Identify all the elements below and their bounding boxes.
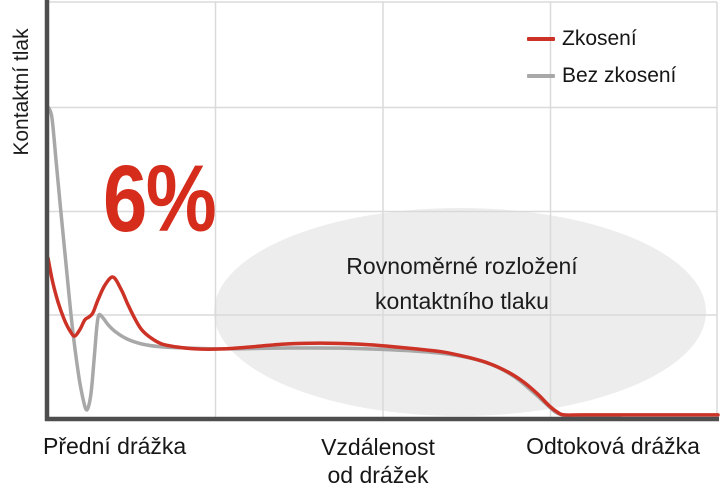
x-tick-front-groove: Přední drážka [43,433,187,459]
x-axis-label-line1: Vzdálenost [321,434,435,460]
legend-label: Bez zkosení [562,63,677,87]
legend: Zkosení Bez zkosení [527,27,676,87]
x-tick-outflow-groove: Odtoková drážka [526,433,700,459]
legend-label: Zkosení [562,26,637,50]
line-zkoseni [46,256,720,417]
legend-item-zkoseni: Zkosení [527,27,676,50]
highlight-ellipse [214,208,706,416]
axes [44,0,719,422]
legend-line-swatch-gray [527,73,555,78]
ellipse-note-line2: kontaktního tlaku [375,288,549,314]
legend-item-bez-zkoseni: Bez zkosení [527,64,676,87]
legend-line-swatch-red [527,36,555,41]
x-axis-label: Vzdálenost od drážek [278,433,478,489]
ellipse-note: Rovnoměrné rozložení kontaktního tlaku [212,249,712,319]
ellipse-note-line1: Rovnoměrné rozložení [346,253,578,279]
percent-annotation: 6% [103,146,217,252]
x-axis-label-line2: od drážek [327,462,429,488]
y-axis-label: Kontaktní tlak [10,28,33,156]
